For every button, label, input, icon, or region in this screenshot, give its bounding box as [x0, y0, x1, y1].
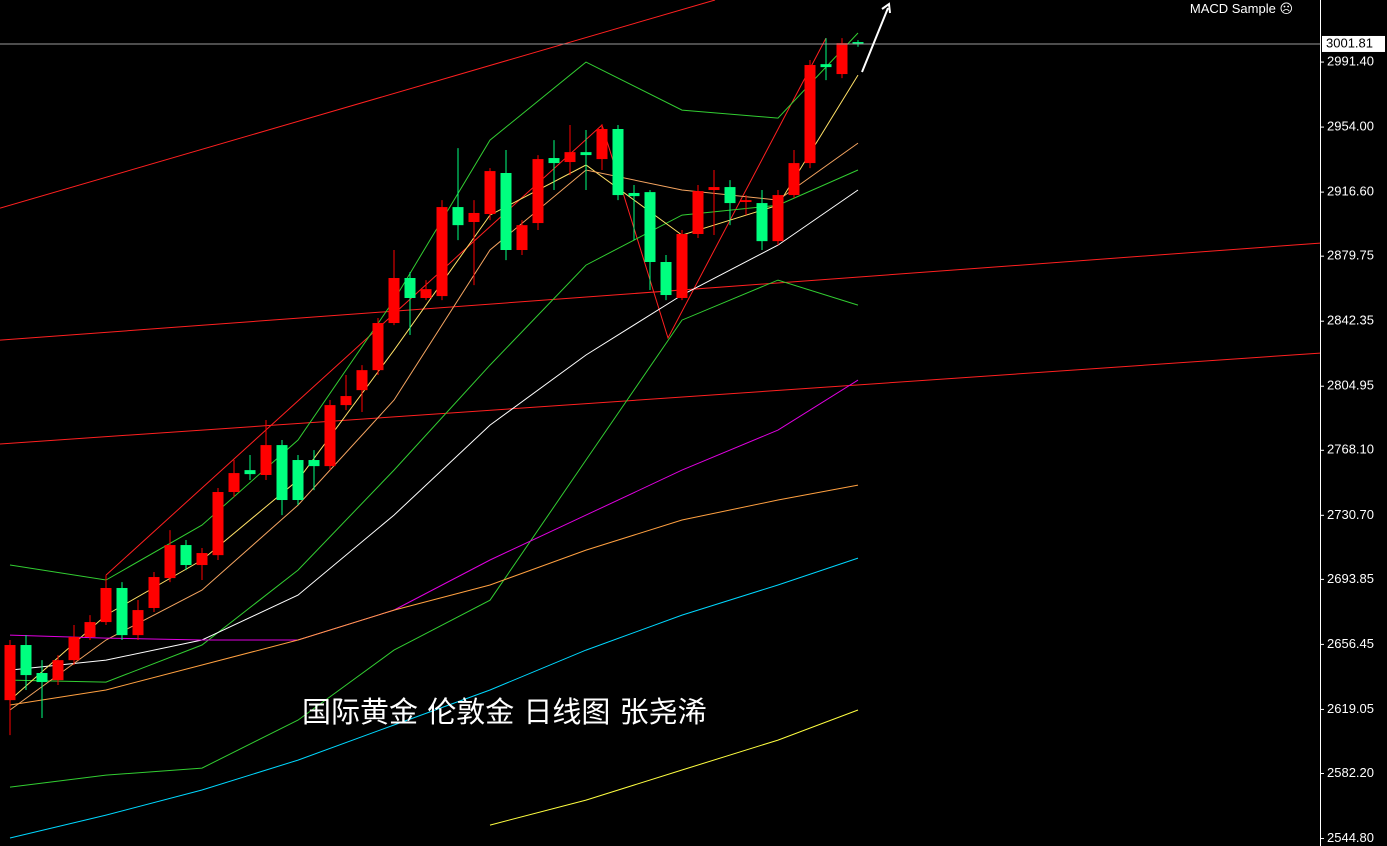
y-tick-label: 2916.60 [1327, 184, 1374, 199]
candle-body [484, 171, 496, 215]
y-tick-label: 2954.00 [1327, 119, 1374, 134]
y-tick-label: 2879.75 [1327, 248, 1374, 263]
indicator-line [9, 279, 859, 788]
candle-body [500, 172, 512, 251]
candle-body [20, 645, 32, 676]
y-tick-label: 2991.40 [1327, 54, 1374, 69]
y-tick-label: 2730.70 [1327, 507, 1374, 522]
y-tick-label: 2842.35 [1327, 313, 1374, 328]
candle-body [708, 187, 720, 191]
candle-body [532, 159, 544, 224]
candle-body [692, 191, 704, 235]
y-tick-label: 2656.45 [1327, 636, 1374, 651]
y-tick-label: 2544.80 [1327, 830, 1374, 845]
y-tick-label: 2804.95 [1327, 378, 1374, 393]
candle-body [756, 203, 768, 242]
plot-area [0, 0, 1321, 839]
candle-body [100, 587, 112, 623]
candle-body [196, 553, 208, 566]
candle-body [644, 192, 656, 263]
candle-body [164, 545, 176, 579]
candle-body [772, 195, 784, 242]
candle-body [324, 405, 336, 467]
candle-body [132, 610, 144, 636]
candle-body [836, 43, 848, 75]
candle-body [148, 577, 160, 608]
candle-body [228, 473, 240, 493]
candle-body [372, 323, 384, 371]
arrow [861, 2, 891, 73]
candle-body [676, 234, 688, 298]
candle-body [388, 278, 400, 324]
candle-body [436, 207, 448, 297]
candle-body [4, 645, 16, 701]
candle-body [68, 637, 80, 661]
candle-body [340, 396, 352, 406]
candle-body [420, 289, 432, 298]
candle-body [52, 660, 64, 681]
trend-line [0, 352, 1321, 445]
y-tick-label: 2582.20 [1327, 765, 1374, 780]
candle-body [740, 200, 752, 203]
trend-line [105, 37, 827, 576]
candle-body [292, 460, 304, 501]
indicator-line [9, 379, 859, 641]
candle-body [516, 225, 528, 251]
candle-body [820, 64, 832, 68]
candle-body [180, 545, 192, 566]
candle-body [724, 187, 736, 204]
candle-body [612, 129, 624, 196]
candle-body [356, 370, 368, 391]
current-price-label: 3001.81 [1326, 35, 1373, 50]
y-tick-label: 2768.10 [1327, 442, 1374, 457]
candle-body [804, 65, 816, 164]
candle-body [212, 492, 224, 556]
y-tick-label: 2619.05 [1327, 701, 1374, 716]
trend-line [0, 242, 1321, 341]
candle-body [548, 158, 560, 164]
candle-body [244, 470, 256, 475]
candle-body [404, 278, 416, 298]
expert-label: MACD Sample ☹ [1190, 1, 1293, 16]
candle-body [564, 152, 576, 163]
candle-body [468, 212, 480, 223]
indicator-line [9, 189, 859, 671]
trend-line [0, 0, 716, 209]
annotation: 国际黄金 伦敦金 日线图 张尧浠 [302, 695, 707, 729]
candle-body [596, 129, 608, 160]
candle-body [84, 622, 96, 638]
candle-body [308, 460, 320, 467]
indicator-line [9, 557, 859, 839]
current-price-box [1322, 35, 1385, 52]
y-tick-label: 2693.85 [1327, 571, 1374, 586]
candle-body [628, 192, 640, 197]
candle-body [36, 673, 48, 683]
candle-body [852, 42, 864, 44]
indicator-line [489, 709, 859, 826]
candle-body [260, 445, 272, 475]
candle-body [580, 152, 592, 156]
candle-body [276, 445, 288, 501]
candle-body [660, 262, 672, 296]
candle-body [452, 207, 464, 226]
indicator-line [9, 484, 859, 706]
candle-body [116, 587, 128, 636]
candle-body [788, 163, 800, 196]
